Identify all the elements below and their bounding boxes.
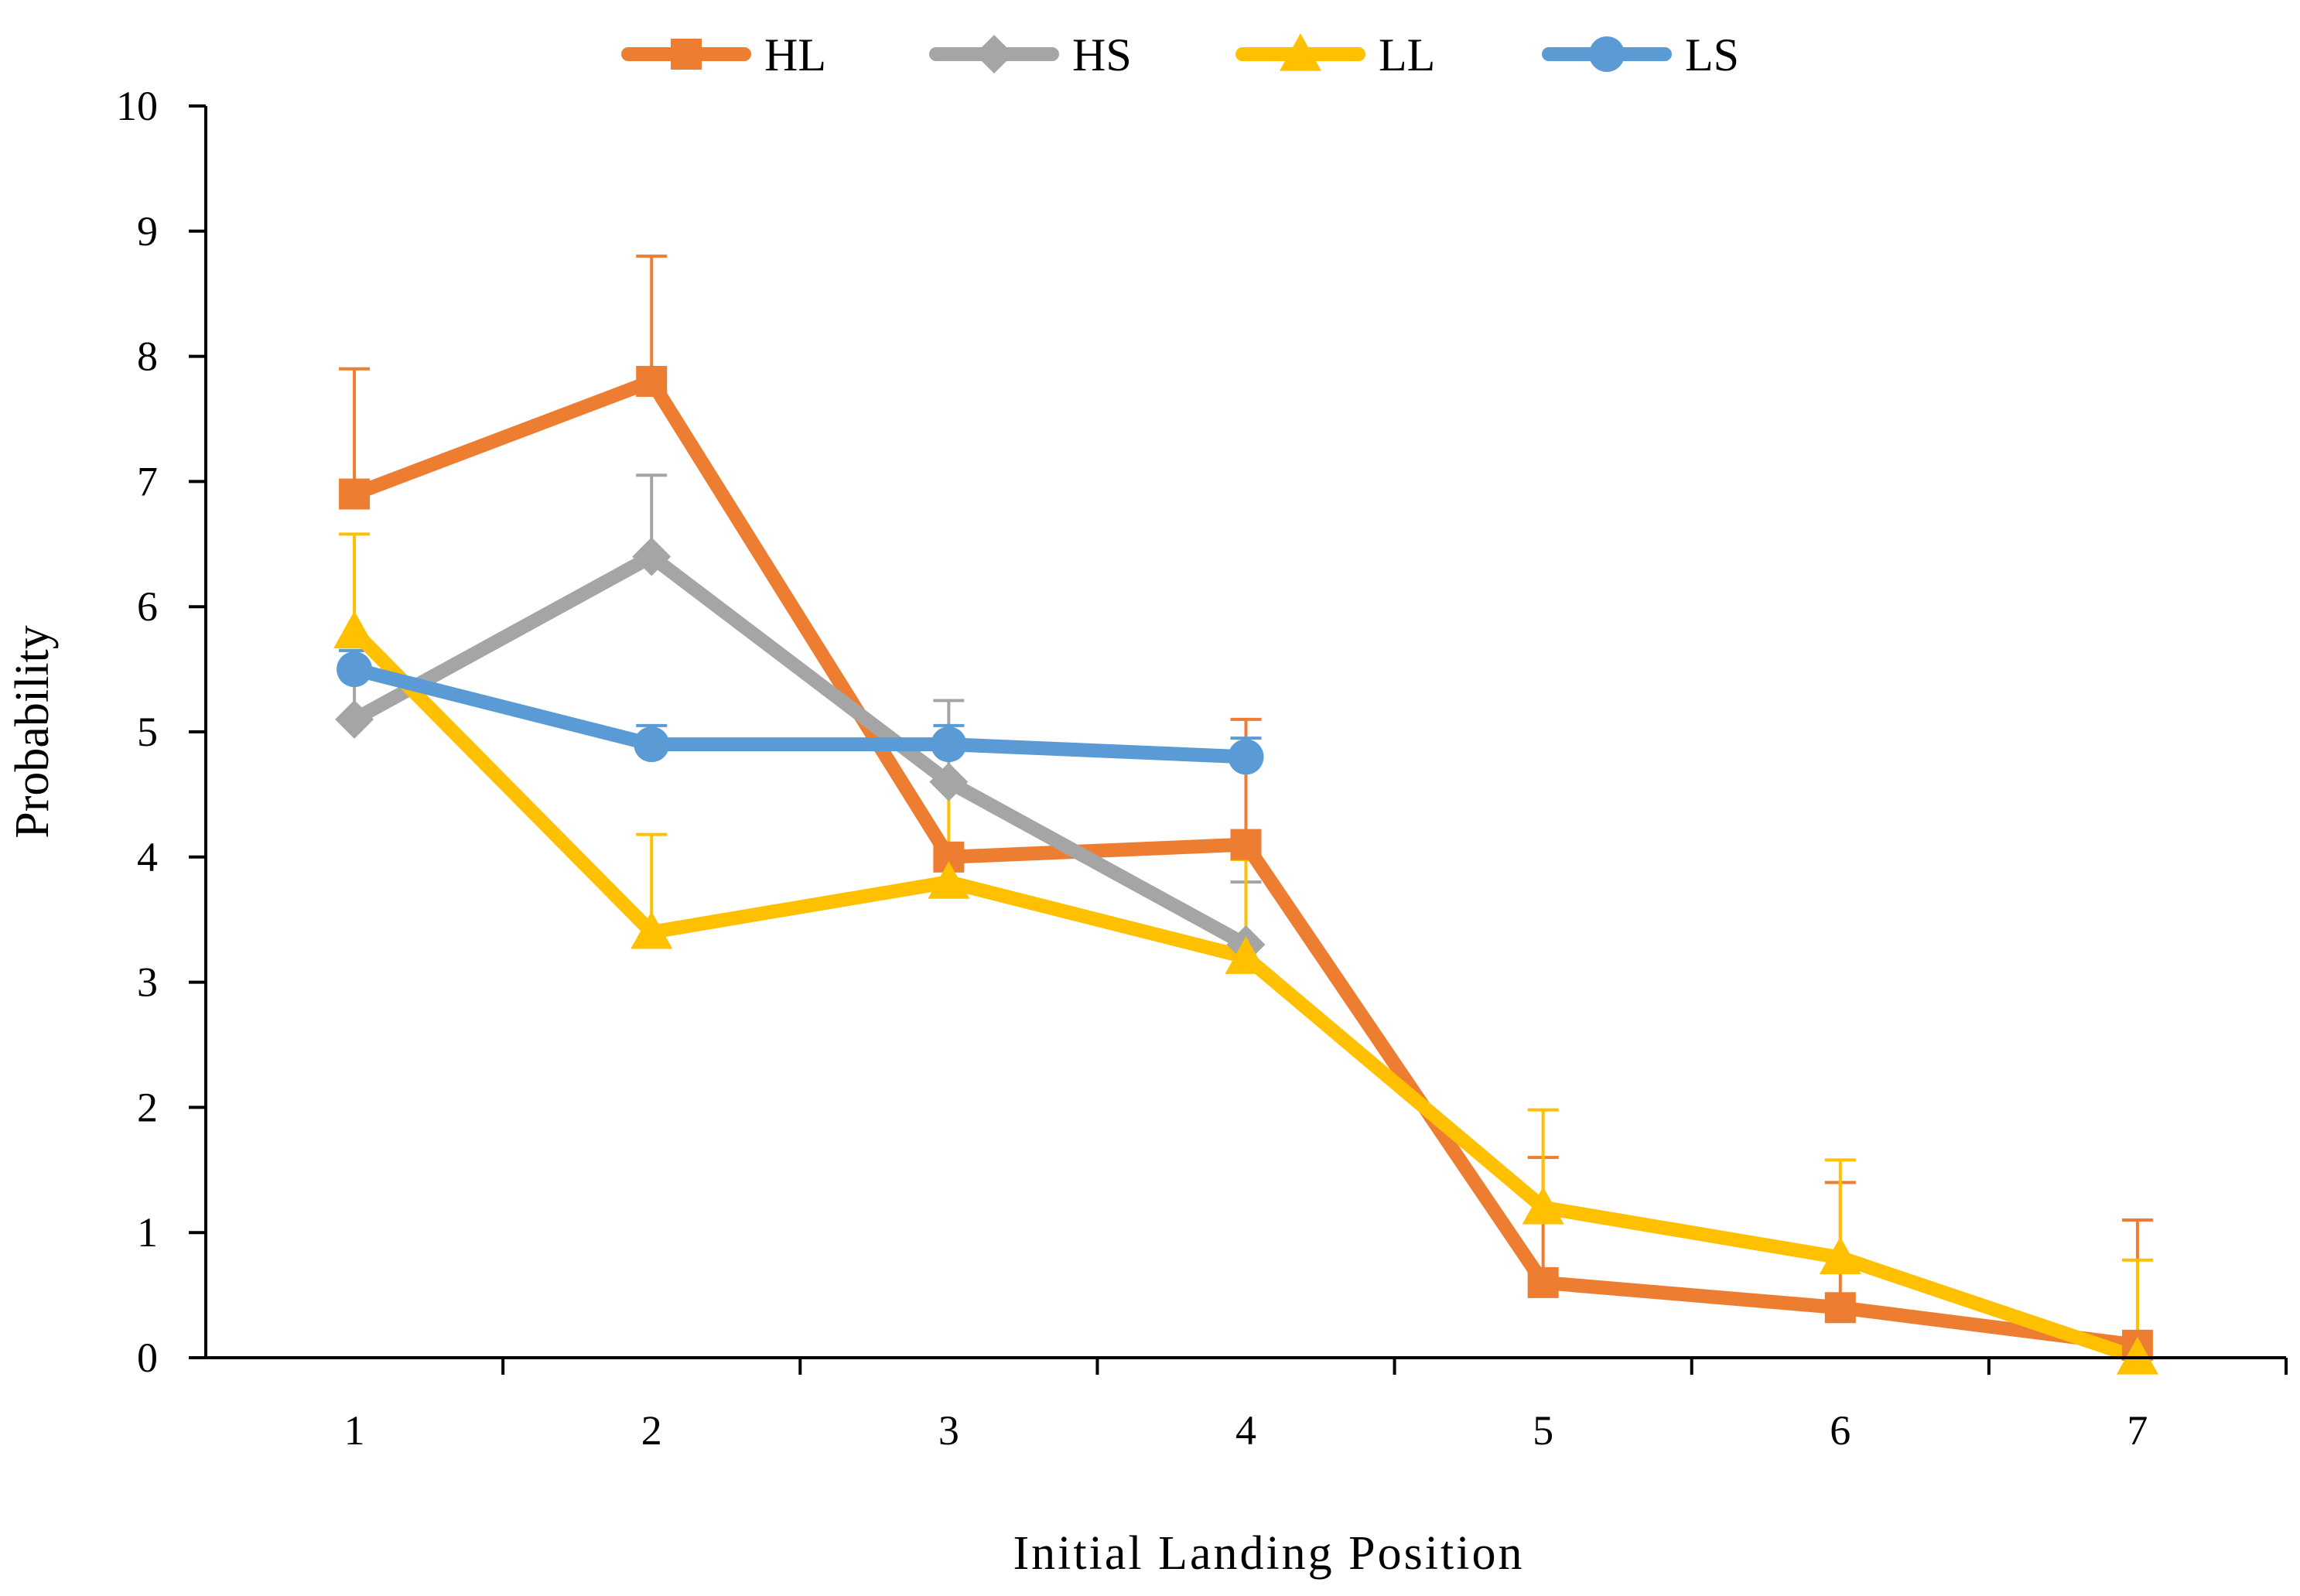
x-tick-label: 2 [641,1407,662,1454]
hl-point [339,478,371,510]
ll-point [1225,936,1267,974]
y-tick-label: 6 [137,583,158,630]
legend: HL HS LL LS [621,29,1739,80]
legend-item-ls: LS [1542,29,1739,80]
legend-item-hs: HS [929,29,1132,80]
hl-point [636,365,668,397]
y-tick-label: 9 [137,208,158,255]
legend-marker-ls [1589,36,1625,72]
x-tick-label: 4 [1235,1407,1256,1454]
x-tick-label: 6 [1830,1407,1851,1454]
y-tick-label: 0 [137,1335,158,1381]
y-tick-label: 4 [137,834,158,880]
x-tick-label: 5 [1533,1407,1553,1454]
legend-label-hs: HS [1072,29,1132,80]
ls-series-line [347,662,1253,764]
legend-item-ll: LL [1235,29,1435,80]
ls-point [337,651,373,688]
ll-point [333,610,376,649]
hl-point [1527,1266,1559,1298]
ls-point [634,726,670,763]
hl-point [1824,1292,1856,1324]
series-markers [333,365,2158,1375]
y-axis-title: Probability [6,625,59,839]
hs-point [929,762,969,801]
ls-point [1228,739,1264,775]
legend-item-hl: HL [621,29,826,80]
ll-point [1522,1186,1564,1225]
y-tick-label: 7 [137,458,158,504]
y-tick-label: 8 [137,333,158,380]
legend-label-ls: LS [1685,29,1739,80]
hs-point [335,699,374,739]
legend-marker-hs [975,35,1013,73]
hl-point [1230,829,1262,860]
y-tick-label: 3 [137,959,158,1006]
x-tick-label: 3 [938,1407,959,1454]
ll-point [2116,1337,2158,1375]
hs-series-line [347,549,1253,952]
x-tick-label: 1 [344,1407,365,1454]
legend-marker-hl [671,39,702,70]
legend-marker-ll [1280,33,1321,71]
ll-point [631,911,673,949]
legend-label-hl: HL [764,29,826,80]
y-tick-label: 10 [116,83,158,129]
y-tick-label: 5 [137,709,158,755]
y-tick-label: 2 [137,1084,158,1130]
x-axis-ticks: 1 2 3 4 5 6 7 [344,1358,2288,1454]
x-axis-title: Initial Landing Position [1013,1527,1525,1580]
ll-point [928,861,970,899]
x-tick-label: 7 [2127,1407,2148,1454]
plot-area: 0 1 2 3 4 5 6 7 8 9 10 1 2 3 4 5 6 7 [116,83,2288,1454]
legend-label-ll: LL [1379,29,1435,80]
hs-point [632,537,672,576]
ls-point [931,726,967,763]
ll-point [1819,1236,1861,1275]
y-axis-ticks: 0 1 2 3 4 5 6 7 8 9 10 [116,83,206,1381]
y-tick-label: 1 [137,1209,158,1256]
